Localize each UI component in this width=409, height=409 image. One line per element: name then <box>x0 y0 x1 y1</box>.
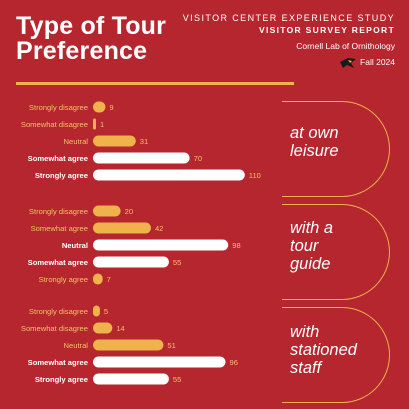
category-label: Somewhat agree <box>28 258 88 267</box>
bar <box>93 118 96 130</box>
category-label: Somewhat disagree <box>21 324 88 333</box>
category-label: Somewhat disagree <box>21 120 88 129</box>
category-label: Neutral <box>64 137 89 146</box>
category-label: Strongly disagree <box>29 307 88 316</box>
category-label: Strongly agree <box>35 171 88 180</box>
organization-name: Cornell Lab of Ornithology <box>296 41 395 51</box>
bar <box>93 135 136 147</box>
value-label: 9 <box>109 103 113 112</box>
bar <box>93 222 151 234</box>
value-label: 110 <box>249 171 261 180</box>
report-header: VISITOR CENTER EXPERIENCE STUDY VISITOR … <box>183 13 395 67</box>
panel-label-leisure: at own leisure <box>290 124 339 160</box>
bar <box>93 256 169 268</box>
category-label: Strongly agree <box>35 375 88 384</box>
bar <box>93 205 121 217</box>
panel-label-guide: with a tour guide <box>290 219 334 273</box>
value-label: 7 <box>107 275 111 284</box>
bar <box>93 356 226 368</box>
bar <box>93 305 100 317</box>
report-name: VISITOR SURVEY REPORT <box>259 25 395 35</box>
value-label: 96 <box>229 358 237 367</box>
bar <box>93 322 113 334</box>
bar <box>93 169 245 181</box>
category-label: Strongly disagree <box>29 207 88 216</box>
value-label: 42 <box>155 224 163 233</box>
panel-frame-guide <box>282 204 390 300</box>
category-label: Neutral <box>64 341 89 350</box>
bar <box>93 273 103 285</box>
bar <box>93 239 229 251</box>
panel-label-staff: with stationed staff <box>290 323 357 377</box>
panel-frame-staff <box>282 307 390 403</box>
title-underline <box>16 82 294 85</box>
panel-frame-leisure <box>282 101 390 197</box>
value-label: 55 <box>173 258 181 267</box>
report-date: Fall 2024 <box>360 57 395 67</box>
bird-logo-icon <box>340 58 356 68</box>
category-label: Strongly disagree <box>29 103 88 112</box>
page-title: Type of Tour Preference <box>16 12 167 65</box>
value-label: 20 <box>125 207 133 216</box>
bar <box>93 339 164 351</box>
category-label: Somewhat agree <box>31 224 88 233</box>
category-label: Somewhat agree <box>28 358 88 367</box>
category-label: Neutral <box>62 241 88 250</box>
value-label: 55 <box>173 375 181 384</box>
value-label: 1 <box>100 120 104 129</box>
value-label: 70 <box>194 154 202 163</box>
bar <box>93 152 190 164</box>
category-label: Strongly agree <box>39 275 88 284</box>
bar <box>93 101 106 113</box>
value-label: 98 <box>232 241 240 250</box>
value-label: 5 <box>104 307 108 316</box>
study-name: VISITOR CENTER EXPERIENCE STUDY <box>182 13 395 23</box>
category-label: Somewhat agree <box>28 154 88 163</box>
value-label: 51 <box>167 341 175 350</box>
bar <box>93 373 169 385</box>
value-label: 31 <box>140 137 148 146</box>
value-label: 14 <box>116 324 124 333</box>
